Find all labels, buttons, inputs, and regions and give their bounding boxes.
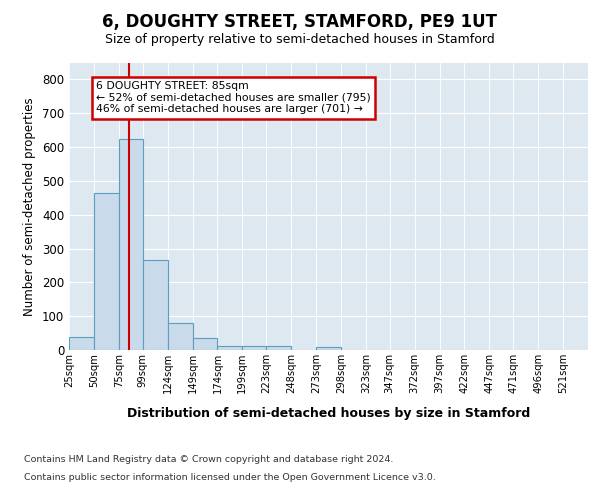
Bar xyxy=(94,192,119,350)
Bar xyxy=(266,346,291,350)
Text: Contains public sector information licensed under the Open Government Licence v3: Contains public sector information licen… xyxy=(24,472,436,482)
Text: 6 DOUGHTY STREET: 85sqm
← 52% of semi-detached houses are smaller (795)
46% of s: 6 DOUGHTY STREET: 85sqm ← 52% of semi-de… xyxy=(96,81,371,114)
Bar xyxy=(167,323,193,350)
Bar xyxy=(242,346,266,350)
Bar xyxy=(193,338,217,350)
Bar xyxy=(143,260,167,350)
Y-axis label: Number of semi-detached properties: Number of semi-detached properties xyxy=(23,97,37,316)
Text: Distribution of semi-detached houses by size in Stamford: Distribution of semi-detached houses by … xyxy=(127,408,530,420)
Bar xyxy=(119,138,143,350)
Text: Contains HM Land Registry data © Crown copyright and database right 2024.: Contains HM Land Registry data © Crown c… xyxy=(24,455,394,464)
Bar xyxy=(316,346,341,350)
Text: 6, DOUGHTY STREET, STAMFORD, PE9 1UT: 6, DOUGHTY STREET, STAMFORD, PE9 1UT xyxy=(103,12,497,30)
Text: Size of property relative to semi-detached houses in Stamford: Size of property relative to semi-detach… xyxy=(105,32,495,46)
Bar xyxy=(69,338,94,350)
Bar xyxy=(217,346,242,350)
